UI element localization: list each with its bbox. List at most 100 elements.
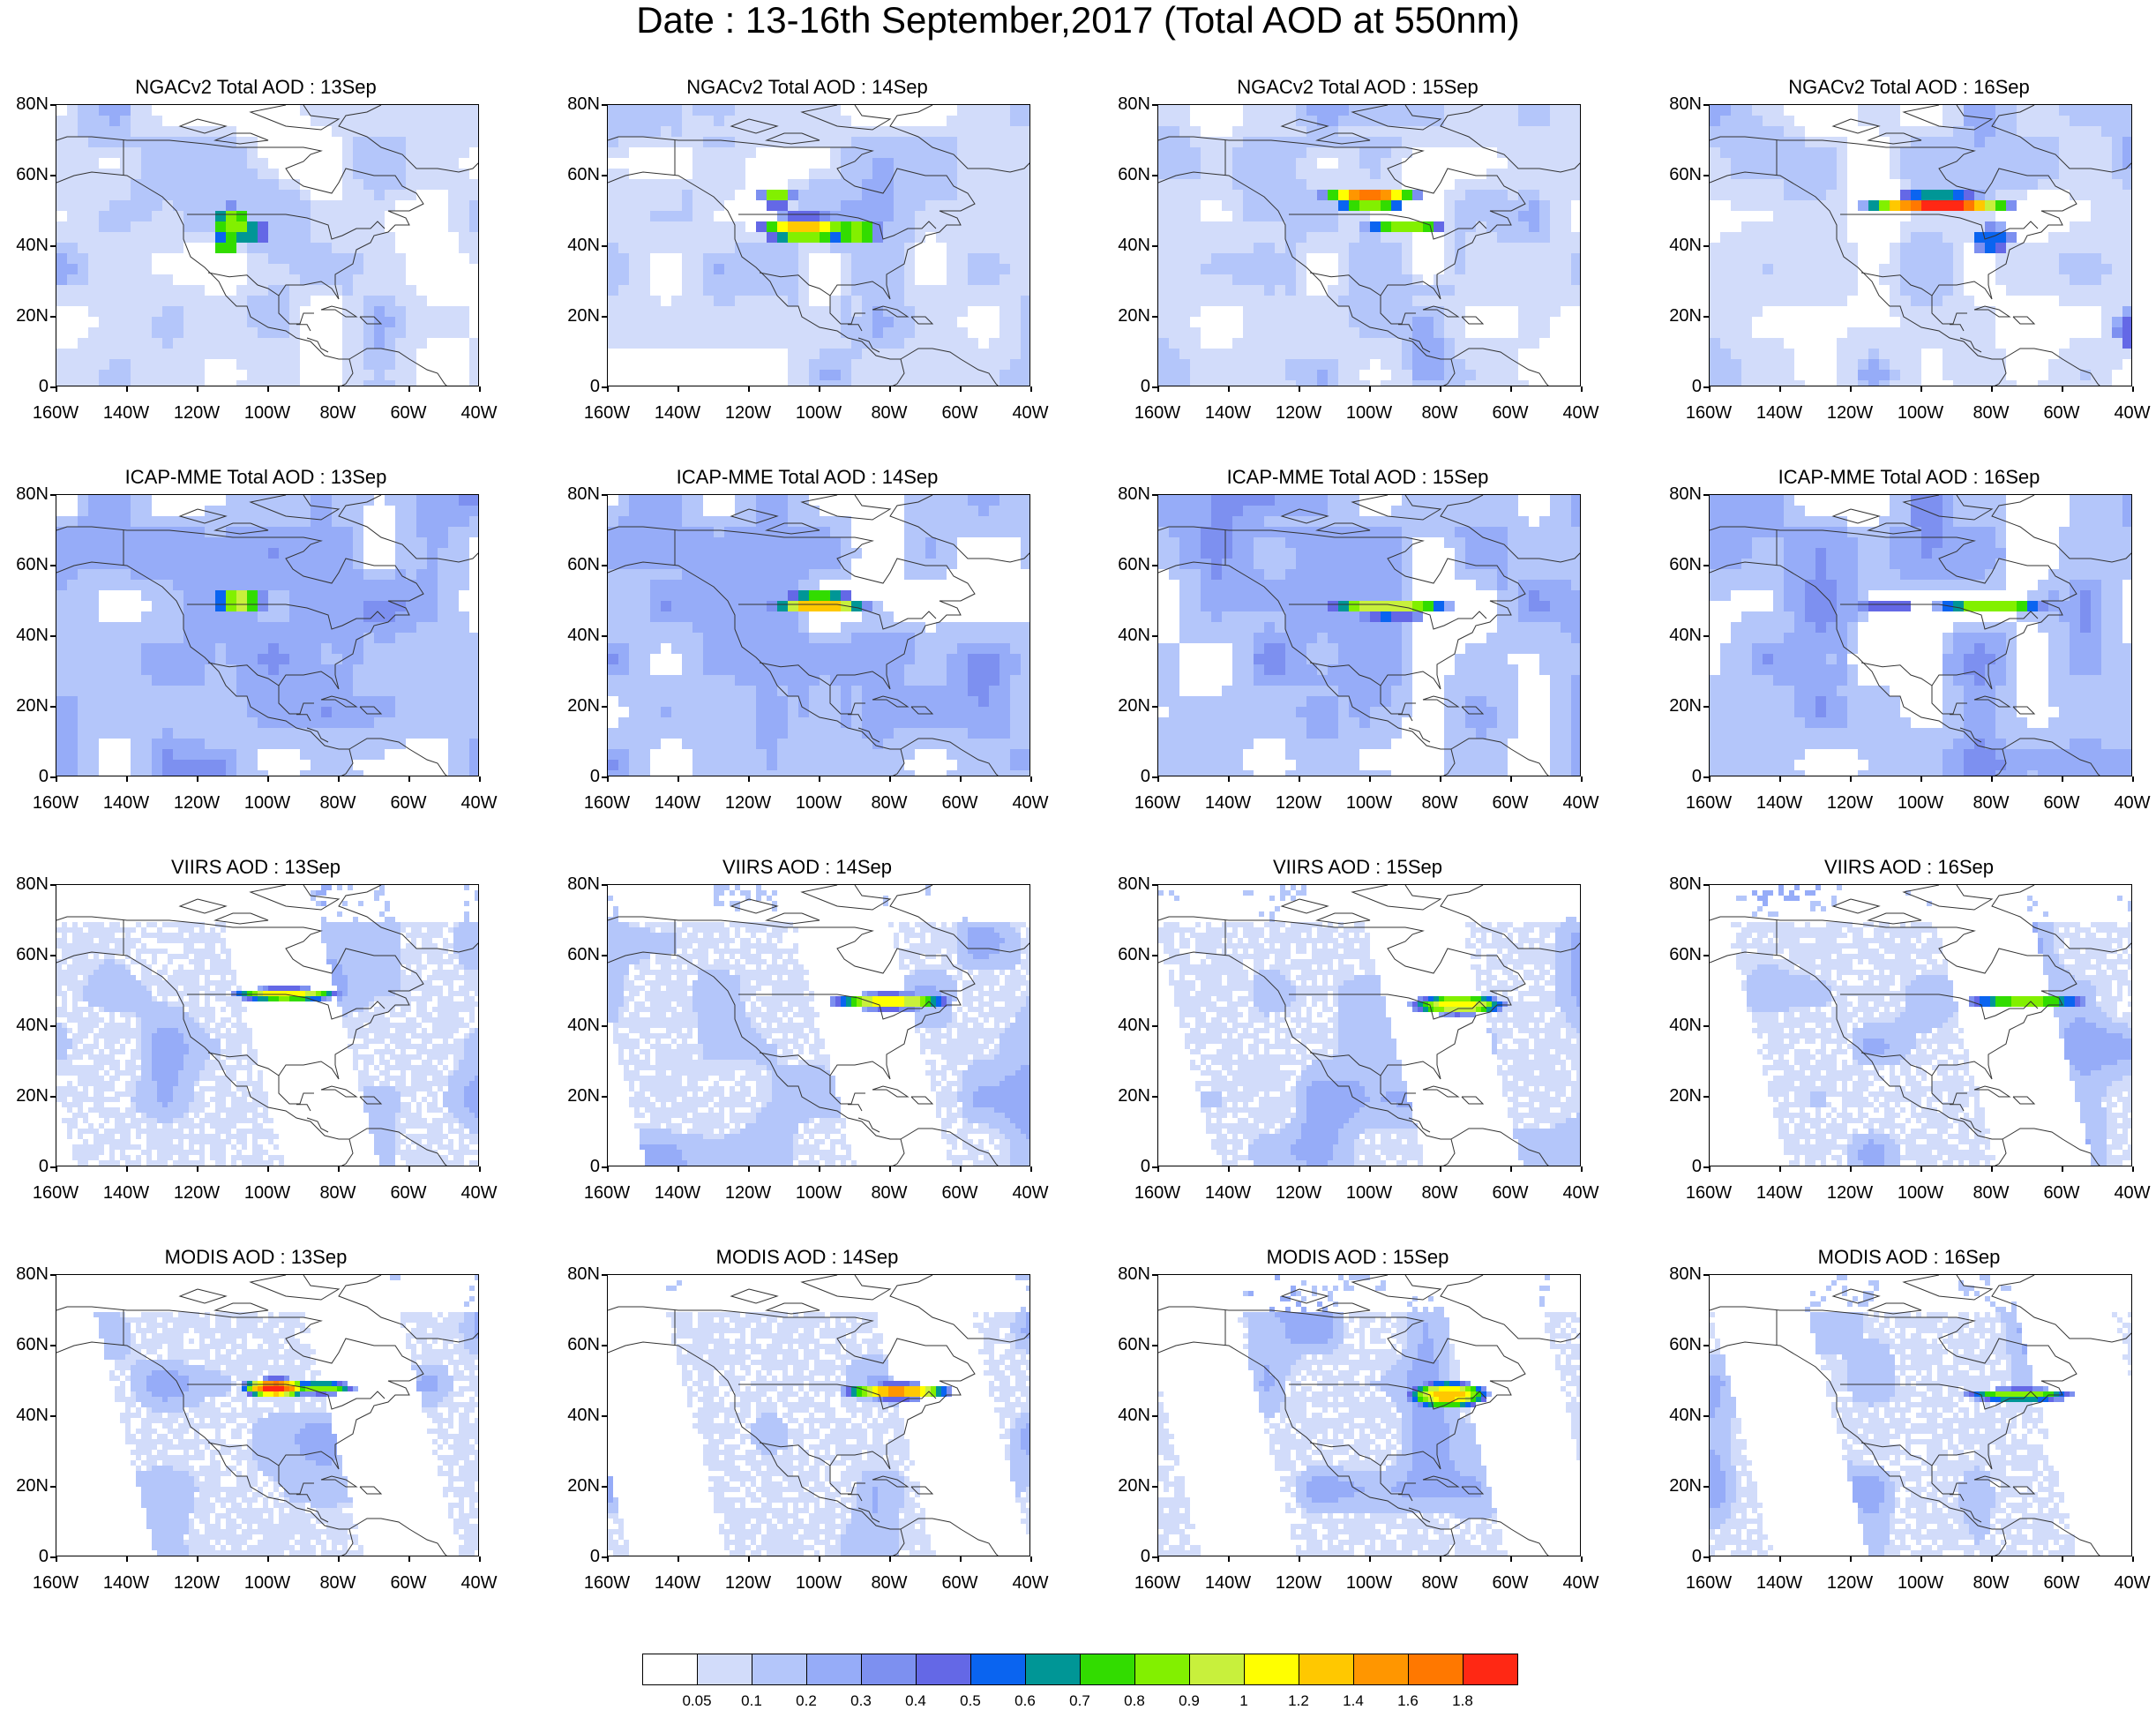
lat-label: 40N bbox=[1649, 626, 1702, 644]
aod-field bbox=[1710, 885, 2131, 1166]
lon-label: 40W bbox=[2101, 794, 2156, 812]
colorbar-swatch bbox=[970, 1654, 1026, 1685]
lon-label: 60W bbox=[1479, 1184, 1541, 1202]
lon-tick bbox=[197, 386, 198, 392]
lat-label: 60N bbox=[1649, 1336, 1702, 1354]
lon-label: 140W bbox=[647, 1574, 708, 1592]
lat-label: 0 bbox=[1097, 1548, 1150, 1565]
aod-field bbox=[1158, 105, 1580, 386]
lon-label: 60W bbox=[1479, 794, 1541, 812]
lat-label: 20N bbox=[547, 1477, 600, 1495]
lat-tick bbox=[602, 1345, 607, 1346]
lat-tick bbox=[50, 635, 56, 637]
lat-label: 0 bbox=[1097, 1158, 1150, 1175]
lat-tick bbox=[50, 1096, 56, 1098]
lon-label: 120W bbox=[1819, 1184, 1881, 1202]
lon-tick bbox=[607, 386, 609, 392]
coastline bbox=[608, 1275, 1029, 1556]
lat-label: 20N bbox=[0, 1477, 49, 1495]
lon-label: 120W bbox=[1819, 1574, 1881, 1592]
colorbar-swatch bbox=[752, 1654, 807, 1685]
lat-label: 80N bbox=[1649, 875, 1702, 893]
lon-label: 100W bbox=[236, 1574, 298, 1592]
lon-tick bbox=[1440, 1166, 1441, 1172]
coastline bbox=[608, 105, 1029, 386]
lon-tick bbox=[408, 386, 410, 392]
lon-label: 60W bbox=[378, 1184, 439, 1202]
panel-title: ICAP-MME Total AOD : 13Sep bbox=[0, 466, 512, 489]
aod-map bbox=[56, 494, 479, 776]
lon-tick bbox=[1157, 1166, 1159, 1172]
lon-label: 160W bbox=[576, 1574, 638, 1592]
lat-label: 80N bbox=[1097, 95, 1150, 113]
lon-label: 40W bbox=[1550, 404, 1612, 422]
lat-tick bbox=[1152, 175, 1157, 176]
lat-tick bbox=[50, 1345, 56, 1346]
lon-label: 40W bbox=[999, 1574, 1061, 1592]
lon-tick bbox=[1030, 776, 1032, 782]
colorbar-label: 1.6 bbox=[1386, 1693, 1430, 1709]
lon-tick bbox=[1510, 776, 1512, 782]
lon-label: 40W bbox=[2101, 1574, 2156, 1592]
lon-label: 160W bbox=[1678, 1184, 1740, 1202]
lon-label: 60W bbox=[929, 1574, 991, 1592]
coastline bbox=[1158, 1275, 1580, 1556]
lon-tick bbox=[1510, 1556, 1512, 1562]
lat-tick bbox=[1152, 1166, 1157, 1168]
lon-label: 120W bbox=[1268, 1574, 1329, 1592]
lon-label: 100W bbox=[1890, 1184, 1951, 1202]
lon-tick bbox=[126, 1556, 128, 1562]
colorbar-swatch bbox=[1189, 1654, 1245, 1685]
lon-tick bbox=[1991, 1556, 1993, 1562]
lat-label: 0 bbox=[1649, 768, 1702, 785]
lon-tick bbox=[1709, 776, 1711, 782]
lon-tick bbox=[819, 1556, 820, 1562]
aod-map bbox=[607, 1274, 1030, 1556]
lon-tick bbox=[126, 776, 128, 782]
lon-label: 80W bbox=[858, 1184, 920, 1202]
lat-tick bbox=[602, 1166, 607, 1168]
colorbar-swatch bbox=[642, 1654, 698, 1685]
lat-label: 0 bbox=[547, 1158, 600, 1175]
lat-label: 40N bbox=[1097, 236, 1150, 254]
map-panel: NGACv2 Total AOD : 16Sep 80N 60N 40N 20N 0 160… bbox=[1653, 76, 2156, 446]
colorbar-label: 0.05 bbox=[675, 1693, 719, 1709]
lon-label: 120W bbox=[1268, 794, 1329, 812]
lat-tick bbox=[50, 175, 56, 176]
lon-tick bbox=[1581, 1166, 1583, 1172]
lat-tick bbox=[1152, 1345, 1157, 1346]
lon-tick bbox=[1228, 1166, 1230, 1172]
lon-label: 160W bbox=[1678, 794, 1740, 812]
lon-tick bbox=[607, 1556, 609, 1562]
lon-label: 100W bbox=[1338, 1184, 1400, 1202]
lon-tick bbox=[1850, 386, 1852, 392]
lat-tick bbox=[602, 175, 607, 176]
lat-label: 0 bbox=[1097, 768, 1150, 785]
colorbar-swatch bbox=[1299, 1654, 1354, 1685]
lat-tick bbox=[1703, 884, 1709, 886]
colorbar-swatch bbox=[1353, 1654, 1409, 1685]
colorbar-label: 0.8 bbox=[1112, 1693, 1157, 1709]
lon-tick bbox=[267, 386, 269, 392]
panel-title: VIIRS AOD : 15Sep bbox=[1102, 856, 1613, 879]
lon-tick bbox=[1510, 1166, 1512, 1172]
lon-tick bbox=[2132, 776, 2134, 782]
lat-tick bbox=[50, 245, 56, 247]
lon-tick bbox=[1369, 776, 1371, 782]
lon-label: 80W bbox=[1409, 1574, 1471, 1592]
lon-label: 140W bbox=[647, 794, 708, 812]
lat-tick bbox=[1703, 1486, 1709, 1488]
figure-title: Date : 13-16th September,2017 (Total AOD… bbox=[0, 0, 2156, 41]
lon-tick bbox=[1299, 776, 1300, 782]
lon-label: 160W bbox=[1127, 1574, 1188, 1592]
lon-label: 120W bbox=[166, 794, 228, 812]
lat-tick bbox=[602, 1025, 607, 1027]
lon-label: 140W bbox=[95, 1184, 157, 1202]
lon-label: 40W bbox=[1550, 1574, 1612, 1592]
lat-tick bbox=[50, 1166, 56, 1168]
lon-label: 60W bbox=[2031, 1574, 2092, 1592]
map-panel: NGACv2 Total AOD : 13Sep 80N 60N 40N 20N 0 160… bbox=[0, 76, 512, 446]
lon-label: 100W bbox=[788, 794, 850, 812]
lat-tick bbox=[1152, 635, 1157, 637]
lon-label: 160W bbox=[25, 794, 86, 812]
